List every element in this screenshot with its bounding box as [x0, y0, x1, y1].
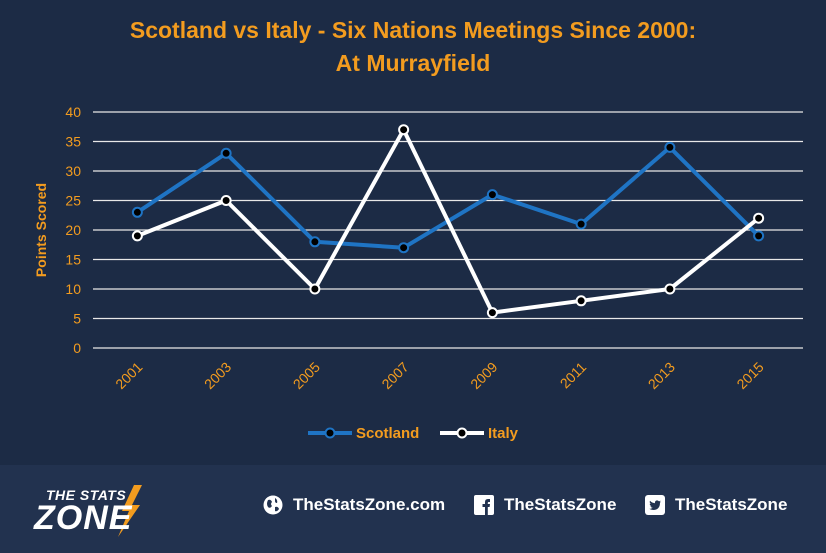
data-point-italy — [220, 195, 232, 206]
y-tick-label: 10 — [65, 281, 81, 297]
data-point-italy — [398, 124, 410, 136]
x-tick-label: 2009 — [467, 359, 500, 392]
legend-label: Italy — [488, 425, 519, 442]
line-chart: 0 5 10 15 20 25 30 35 40 Points Scored 2001 2003 200… — [33, 104, 803, 442]
y-tick-label: 5 — [73, 311, 81, 327]
data-point-scotland — [220, 147, 232, 159]
chart-title: Scotland vs Italy - Six Nations Meetings… — [0, 14, 826, 80]
website-text: TheStatsZone.com — [293, 495, 446, 514]
twitter-icon — [645, 495, 665, 515]
logo-brand-bottom: ZONE — [34, 499, 133, 537]
data-point-scotland — [398, 242, 410, 254]
twitter-text: TheStatsZone — [675, 495, 788, 514]
stats-zone-logo: THE STATS ZONE — [30, 485, 180, 537]
footer: THE STATS ZONE TheStatsZone.com TheStats… — [0, 465, 826, 553]
x-tick-label: 2015 — [733, 359, 766, 392]
facebook-text: TheStatsZone — [504, 495, 617, 514]
chart-title-line-1: Scotland vs Italy - Six Nations Meetings… — [129, 17, 697, 43]
data-point-scotland — [753, 230, 765, 242]
legend-item-scotland: Scotland — [308, 425, 419, 442]
legend-marker-scotland — [324, 427, 336, 439]
logo-lightning-icon — [118, 485, 142, 537]
data-point-italy — [664, 283, 676, 295]
chart-title-line-2: At Murrayfield — [335, 50, 491, 76]
data-point-scotland — [131, 206, 143, 218]
data-point-italy — [131, 230, 143, 242]
y-tick-label: 0 — [73, 340, 81, 356]
x-tick-label: 2007 — [378, 359, 411, 392]
data-point-italy — [309, 283, 321, 295]
logo-brand-top: THE STATS — [46, 487, 127, 503]
data-point-scotland — [486, 189, 498, 201]
legend-item-italy: Italy — [440, 425, 519, 442]
y-tick-label: 35 — [65, 134, 81, 150]
series-italy — [131, 124, 765, 319]
data-point-scotland — [575, 218, 587, 230]
y-tick-label: 25 — [65, 193, 81, 209]
y-tick-label: 40 — [65, 104, 81, 120]
globe-icon — [263, 495, 283, 515]
y-tick-label: 20 — [65, 222, 81, 238]
x-tick-label: 2005 — [290, 359, 323, 392]
data-point-italy — [753, 212, 765, 224]
legend-label: Scotland — [356, 425, 419, 442]
x-tick-label: 2001 — [112, 359, 145, 392]
website-link[interactable]: TheStatsZone.com — [263, 495, 445, 515]
data-point-italy — [575, 295, 587, 307]
legend-marker-italy — [456, 427, 468, 439]
y-tick-label: 30 — [65, 163, 81, 179]
x-tick-label: 2013 — [645, 359, 678, 392]
facebook-icon — [474, 495, 494, 515]
series-line-italy — [136, 127, 760, 315]
facebook-link[interactable]: TheStatsZone — [474, 495, 616, 515]
y-tick-label: 15 — [65, 252, 81, 268]
data-point-italy — [486, 307, 498, 319]
data-point-scotland — [664, 141, 676, 153]
data-point-scotland — [309, 236, 321, 248]
twitter-link[interactable]: TheStatsZone — [645, 495, 787, 515]
x-tick-label: 2011 — [557, 359, 590, 392]
x-tick-label: 2003 — [201, 359, 234, 392]
y-axis-label: Points Scored — [33, 183, 49, 277]
